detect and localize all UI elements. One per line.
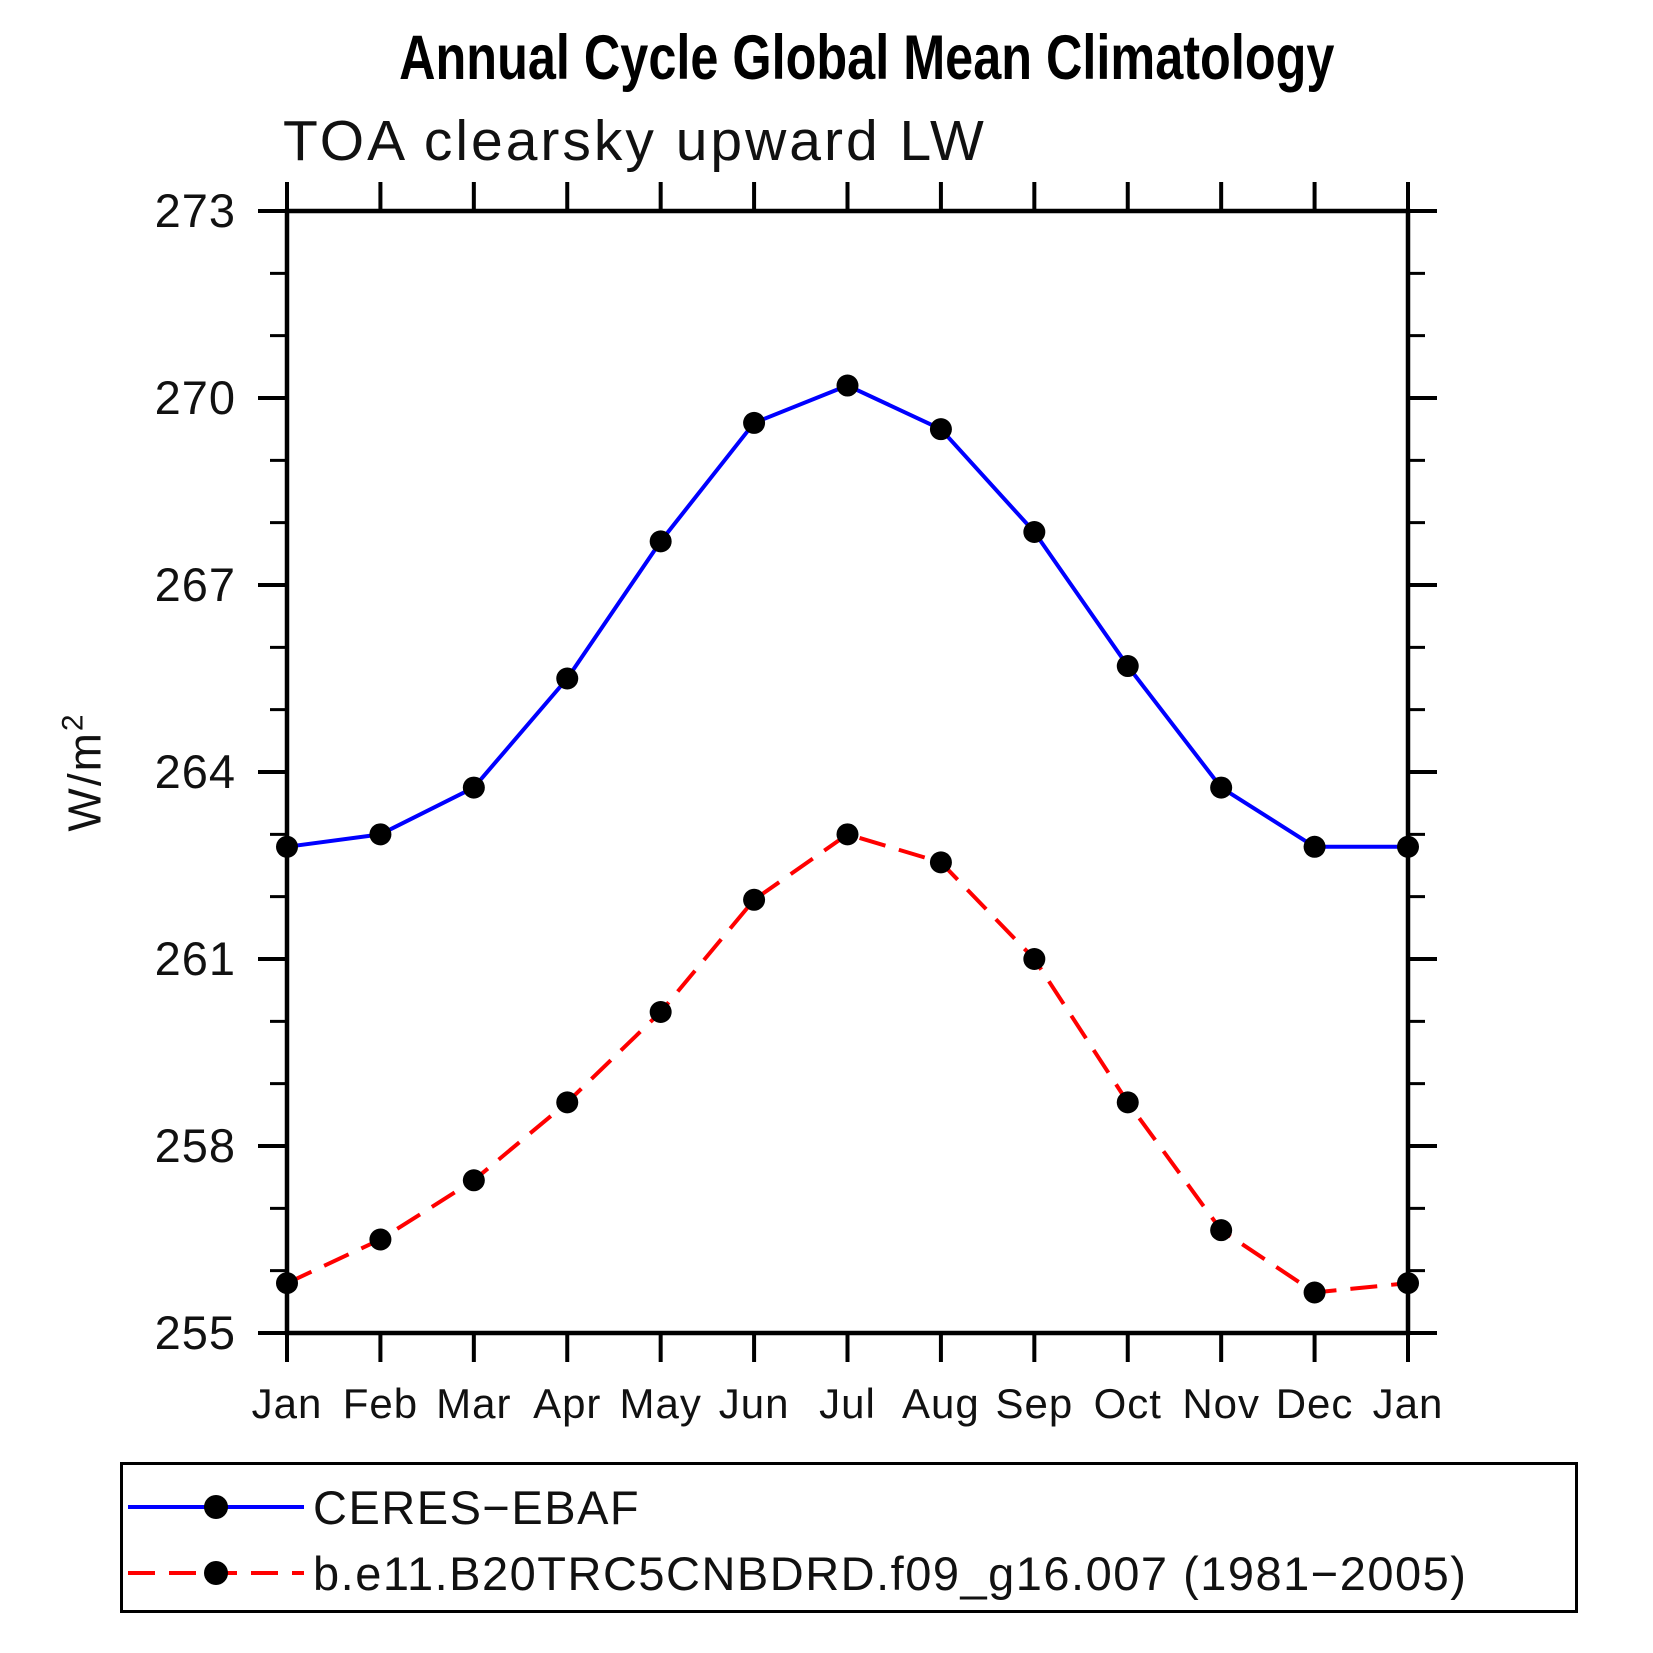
legend-marker-dot [204,1495,228,1519]
data-point [462,776,485,799]
data-point [1023,521,1046,544]
data-point [1210,1219,1233,1242]
data-point [556,1091,579,1114]
data-point [1116,655,1139,678]
legend-entry-model: b.e11.B20TRC5CNBDRD.f09_g16.007 (1981−20… [125,1547,1467,1600]
data-point [1397,1272,1419,1295]
data-point [836,823,859,846]
y-tick-label: 261 [155,932,236,985]
data-point [1210,776,1233,799]
series-line-1 [286,832,1409,1295]
legend-marker-dot [204,1561,228,1585]
data-point [276,835,298,858]
x-tick-label: Oct [1094,1380,1162,1427]
data-point [743,888,766,911]
x-tick-label: Dec [1276,1380,1354,1427]
data-point [276,1272,298,1295]
data-point [462,1169,485,1192]
data-point [743,411,766,434]
data-point [649,1000,672,1023]
data-point [1023,948,1046,970]
x-tick-label: Apr [533,1380,601,1427]
data-point [369,823,392,846]
x-tick-label: Jul [819,1380,876,1427]
data-point [836,374,859,397]
y-tick-label: 255 [155,1306,236,1359]
x-tick-label: Mar [436,1380,511,1427]
legend-sample-ceres [128,1495,304,1519]
legend-label-ceres: CERES−EBAF [313,1480,641,1534]
x-tick-label: Nov [1182,1380,1260,1427]
series-line-0 [286,383,1408,849]
data-point [1303,1281,1326,1304]
x-tick-label: Jun [719,1380,790,1427]
chart-subtitle: TOA clearsky upward LW [283,109,987,173]
data-point [556,667,579,690]
x-tick-label: May [619,1380,701,1427]
y-tick-label: 258 [155,1119,236,1172]
x-tick-label: Feb [343,1380,418,1427]
y-tick-label: 264 [155,745,236,798]
x-tick-label: Sep [995,1380,1073,1427]
legend-label-model: b.e11.B20TRC5CNBDRD.f09_g16.007 (1981−20… [313,1546,1468,1600]
legend-entry-ceres: CERES−EBAF [125,1481,640,1534]
data-point [369,1228,392,1251]
chart-title: Annual Cycle Global Mean Climatology [399,23,1335,93]
x-tick-label: Jan [252,1380,323,1427]
data-point [929,418,952,441]
data-point [1397,835,1419,858]
data-point [1116,1091,1139,1114]
legend-box: CERES−EBAF b.e11.B20TRC5CNBDRD.f09_g16.0… [120,1462,1578,1613]
legend-sample-model [128,1561,304,1585]
x-tick-label: Jan [1373,1380,1444,1427]
y-tick-label: 273 [155,184,236,237]
data-point [1303,835,1326,858]
x-tick-label: Aug [902,1380,980,1427]
data-point [929,851,952,874]
y-tick-label: 267 [155,558,236,611]
y-tick-label: 270 [155,371,236,424]
data-point [649,530,672,553]
